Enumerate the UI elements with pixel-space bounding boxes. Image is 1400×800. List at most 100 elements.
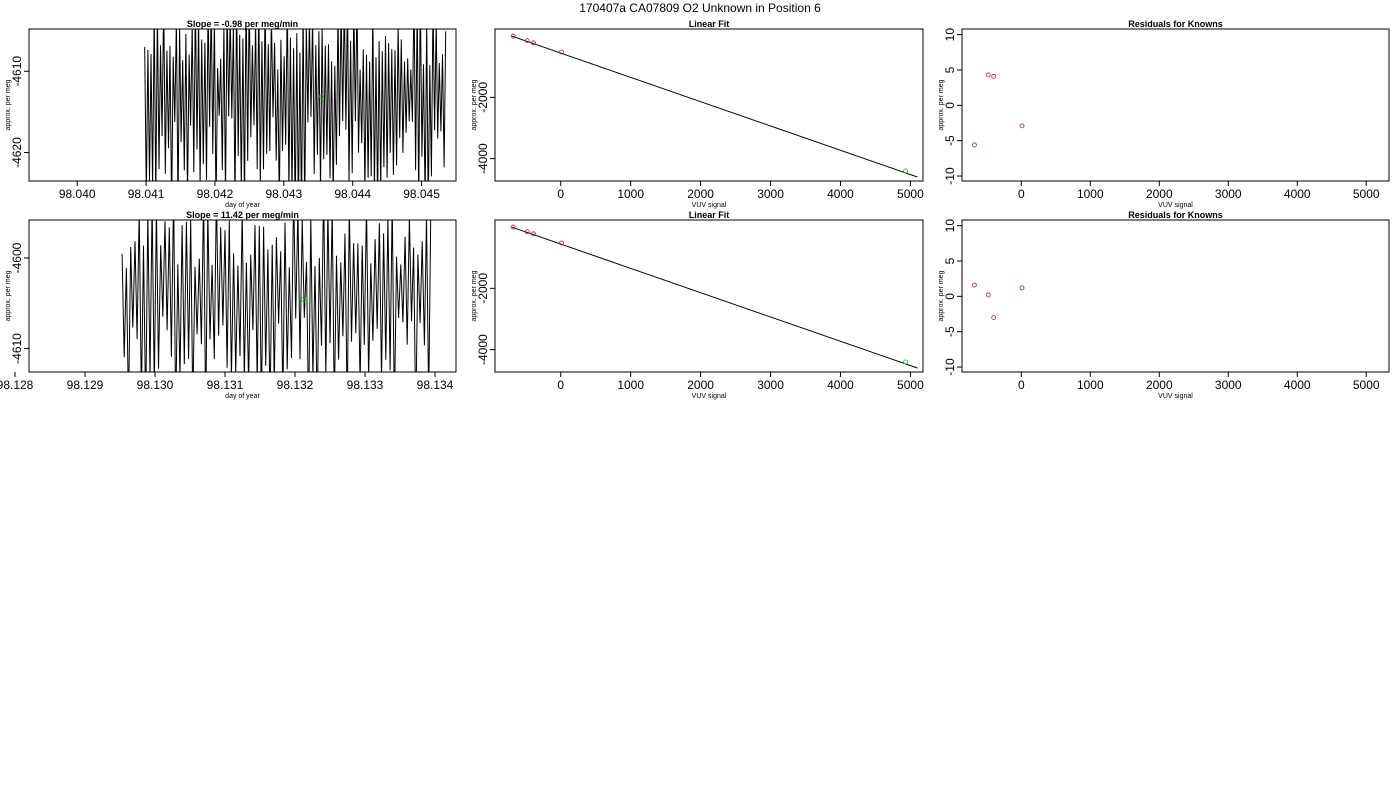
data-layer — [510, 224, 918, 369]
known-data-point — [985, 292, 991, 298]
chart-panel-1: Slope = -0.98 per meg/min day of year appr… — [5, 19, 457, 209]
y-tick-label: -4000 — [476, 334, 490, 365]
x-axis-label: VUV signal — [692, 202, 727, 209]
chart-title: Slope = -0.98 per meg/min — [187, 19, 298, 29]
x-tick-label: 0 — [1018, 187, 1025, 201]
x-tick-label: 3000 — [1215, 187, 1242, 201]
unknown-data-point — [903, 168, 908, 174]
x-tick-label: 98.042 — [197, 187, 234, 201]
plot-frame — [28, 28, 457, 182]
unknown-data-point — [319, 94, 325, 99]
chart-title: Residuals for Knowns — [1128, 19, 1223, 29]
y-tick-label: 5 — [943, 66, 957, 73]
chart-panel-3: Residuals for Knowns VUV signal approx. pe… — [938, 19, 1390, 209]
known-data-point — [1019, 285, 1025, 291]
known-data-point — [972, 142, 977, 148]
x-tick-label: 2000 — [687, 378, 714, 392]
y-tick-label: -4610 — [10, 333, 24, 364]
chart-panel-6: Residuals for Knowns VUV signal approx. pe… — [938, 210, 1390, 400]
plot-frame — [494, 28, 924, 182]
plot-frame — [494, 219, 924, 373]
chart-panel-2: Linear Fit VUV signal approx. per meg 0 1000… — [471, 19, 924, 209]
known-data-point — [531, 231, 536, 237]
x-tick-label: 98.133 — [347, 378, 384, 392]
chart-panel-5: Linear Fit VUV signal approx. per meg 0 1000… — [471, 210, 924, 400]
x-axis-label: day of year — [225, 393, 260, 400]
fit-line — [511, 35, 918, 178]
x-tick-label: 98.040 — [59, 187, 96, 201]
chart-panel-4: Slope = 11.42 per meg/min day of year appr… — [0, 210, 457, 400]
x-tick-label: 98.134 — [417, 378, 454, 392]
y-axis-label: approx. per meg — [471, 270, 478, 321]
y-tick-label: -2000 — [476, 273, 490, 304]
x-tick-label: 98.132 — [277, 378, 314, 392]
y-axis-label: approx. per meg — [5, 79, 12, 130]
y-tick-label: 10 — [943, 219, 957, 233]
known-data-point — [559, 49, 564, 55]
chart-title: Residuals for Knowns — [1128, 210, 1223, 220]
x-tick-label: 98.045 — [403, 187, 440, 201]
y-axis-label: approx. per meg — [471, 79, 478, 130]
y-tick-label: 5 — [943, 257, 957, 264]
x-tick-label: 5000 — [897, 378, 924, 392]
chart-title: Slope = 11.42 per meg/min — [186, 210, 299, 220]
known-data-point — [1019, 123, 1025, 129]
y-tick-label: 10 — [943, 28, 957, 42]
x-tick-label: 0 — [557, 187, 564, 201]
chart-title: Linear Fit — [689, 19, 730, 29]
panel-grid: Slope = -0.98 per meg/min day of year appr… — [0, 19, 1390, 400]
data-layer — [144, 29, 447, 181]
y-tick-label: -10 — [943, 167, 957, 185]
x-axis-label: day of year — [225, 202, 260, 209]
unknown-data-point — [300, 297, 306, 303]
known-data-point — [559, 240, 564, 246]
x-tick-label: 98.129 — [67, 378, 104, 392]
known-data-point — [524, 229, 530, 235]
data-layer — [972, 72, 1025, 148]
chart-title: Linear Fit — [689, 210, 730, 220]
x-tick-label: 1000 — [617, 378, 644, 392]
x-tick-label: 0 — [557, 378, 564, 392]
x-tick-label: 98.043 — [265, 187, 302, 201]
known-data-point — [985, 72, 991, 78]
x-axis-label: VUV signal — [1158, 393, 1193, 400]
unknown-data-point — [903, 359, 908, 365]
known-data-point — [524, 38, 530, 44]
x-tick-label: 2000 — [687, 187, 714, 201]
data-layer — [510, 33, 918, 178]
x-tick-label: 1000 — [1077, 378, 1104, 392]
y-tick-label: -5 — [943, 326, 957, 337]
x-tick-label: 2000 — [1146, 378, 1173, 392]
x-tick-label: 2000 — [1146, 187, 1173, 201]
x-tick-label: 4000 — [1284, 378, 1311, 392]
known-data-point — [510, 224, 516, 230]
x-axis-label: VUV signal — [692, 393, 727, 400]
x-tick-label: 98.041 — [128, 187, 165, 201]
x-tick-label: 5000 — [897, 187, 924, 201]
data-layer — [972, 282, 1025, 320]
x-tick-label: 4000 — [1284, 187, 1311, 201]
x-tick-label: 4000 — [827, 187, 854, 201]
known-data-point — [531, 40, 536, 46]
x-tick-label: 98.130 — [137, 378, 174, 392]
known-data-point — [972, 282, 977, 288]
known-data-point — [510, 33, 516, 39]
x-tick-label: 4000 — [827, 378, 854, 392]
y-axis-label: approx. per meg — [938, 79, 945, 130]
page-title: 170407a CA07809 O2 Unknown in Position 6 — [579, 1, 821, 15]
x-tick-label: 5000 — [1353, 187, 1380, 201]
x-tick-label: 98.131 — [207, 378, 244, 392]
y-axis-label: approx. per meg — [938, 270, 945, 321]
y-tick-label: -4000 — [476, 143, 490, 174]
signal-series-line — [144, 29, 447, 181]
x-tick-label: 3000 — [757, 187, 784, 201]
x-tick-label: 98.044 — [334, 187, 371, 201]
y-axis-label: approx. per meg — [5, 270, 12, 321]
data-layer — [121, 220, 432, 372]
y-tick-label: -4610 — [10, 56, 24, 87]
x-tick-label: 1000 — [617, 187, 644, 201]
signal-series-line — [121, 220, 432, 372]
y-tick-label: -4600 — [10, 242, 24, 273]
y-tick-label: -4620 — [10, 137, 24, 168]
